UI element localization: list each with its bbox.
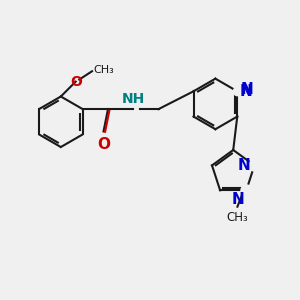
Text: N: N	[240, 84, 252, 99]
Text: N: N	[232, 192, 245, 207]
Text: N: N	[238, 158, 251, 173]
Text: CH₃: CH₃	[94, 65, 114, 75]
Text: CH₃: CH₃	[226, 211, 248, 224]
Text: N: N	[241, 82, 253, 97]
Text: O: O	[70, 75, 82, 88]
Text: O: O	[97, 137, 110, 152]
Text: NH: NH	[122, 92, 145, 106]
